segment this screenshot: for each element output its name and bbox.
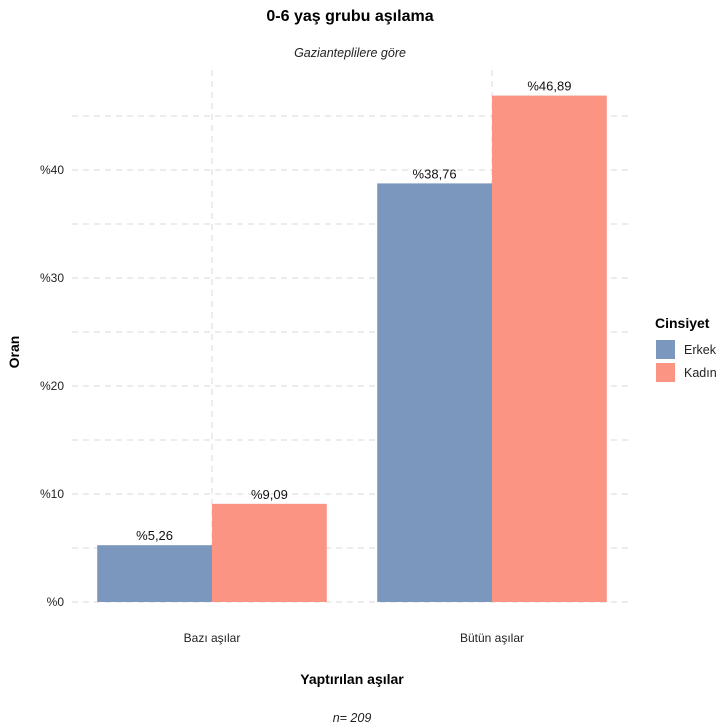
data-label: %9,09 [251,487,288,502]
chart-title: 0-6 yaş grubu aşılama [266,8,433,25]
bar [492,95,607,602]
legend-label: Kadın [684,366,717,380]
data-label: %38,76 [413,166,457,181]
data-label: %46,89 [527,79,571,94]
y-tick-label: %0 [47,595,65,609]
y-tick-label: %20 [40,379,64,393]
y-axis-ticks: %0 %10 %20 %30 %40 [40,163,64,609]
y-axis-title: Oran [6,336,22,369]
bar [97,545,212,602]
legend-label: Erkek [684,343,717,357]
chart-subtitle: Gazianteplilere göre [294,46,406,60]
caption: n= 209 [333,711,372,725]
data-label: %5,26 [136,528,173,543]
x-axis-title: Yaptırılan aşılar [300,671,404,687]
y-tick-label: %30 [40,271,64,285]
x-axis-ticks: Bazı aşılar Bütün aşılar [184,631,524,645]
legend-swatch [656,340,675,359]
bar [377,183,492,602]
y-tick-label: %10 [40,487,64,501]
legend-items: Erkek Kadın [656,340,717,382]
bar [212,503,327,602]
y-tick-label: %40 [40,163,64,177]
x-tick-label: Bazı aşılar [184,631,241,645]
legend-swatch [656,363,675,382]
x-tick-label: Bütün aşılar [460,631,524,645]
bars: %5,26 %9,09 %38,76 %46,89 [97,79,607,602]
legend-title: Cinsiyet [655,315,710,331]
legend: Cinsiyet Erkek Kadın [655,315,717,382]
